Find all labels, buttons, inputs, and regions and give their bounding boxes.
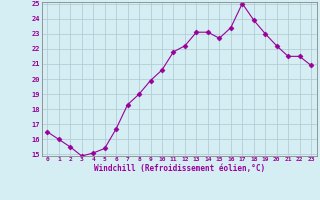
X-axis label: Windchill (Refroidissement éolien,°C): Windchill (Refroidissement éolien,°C)	[94, 164, 265, 173]
